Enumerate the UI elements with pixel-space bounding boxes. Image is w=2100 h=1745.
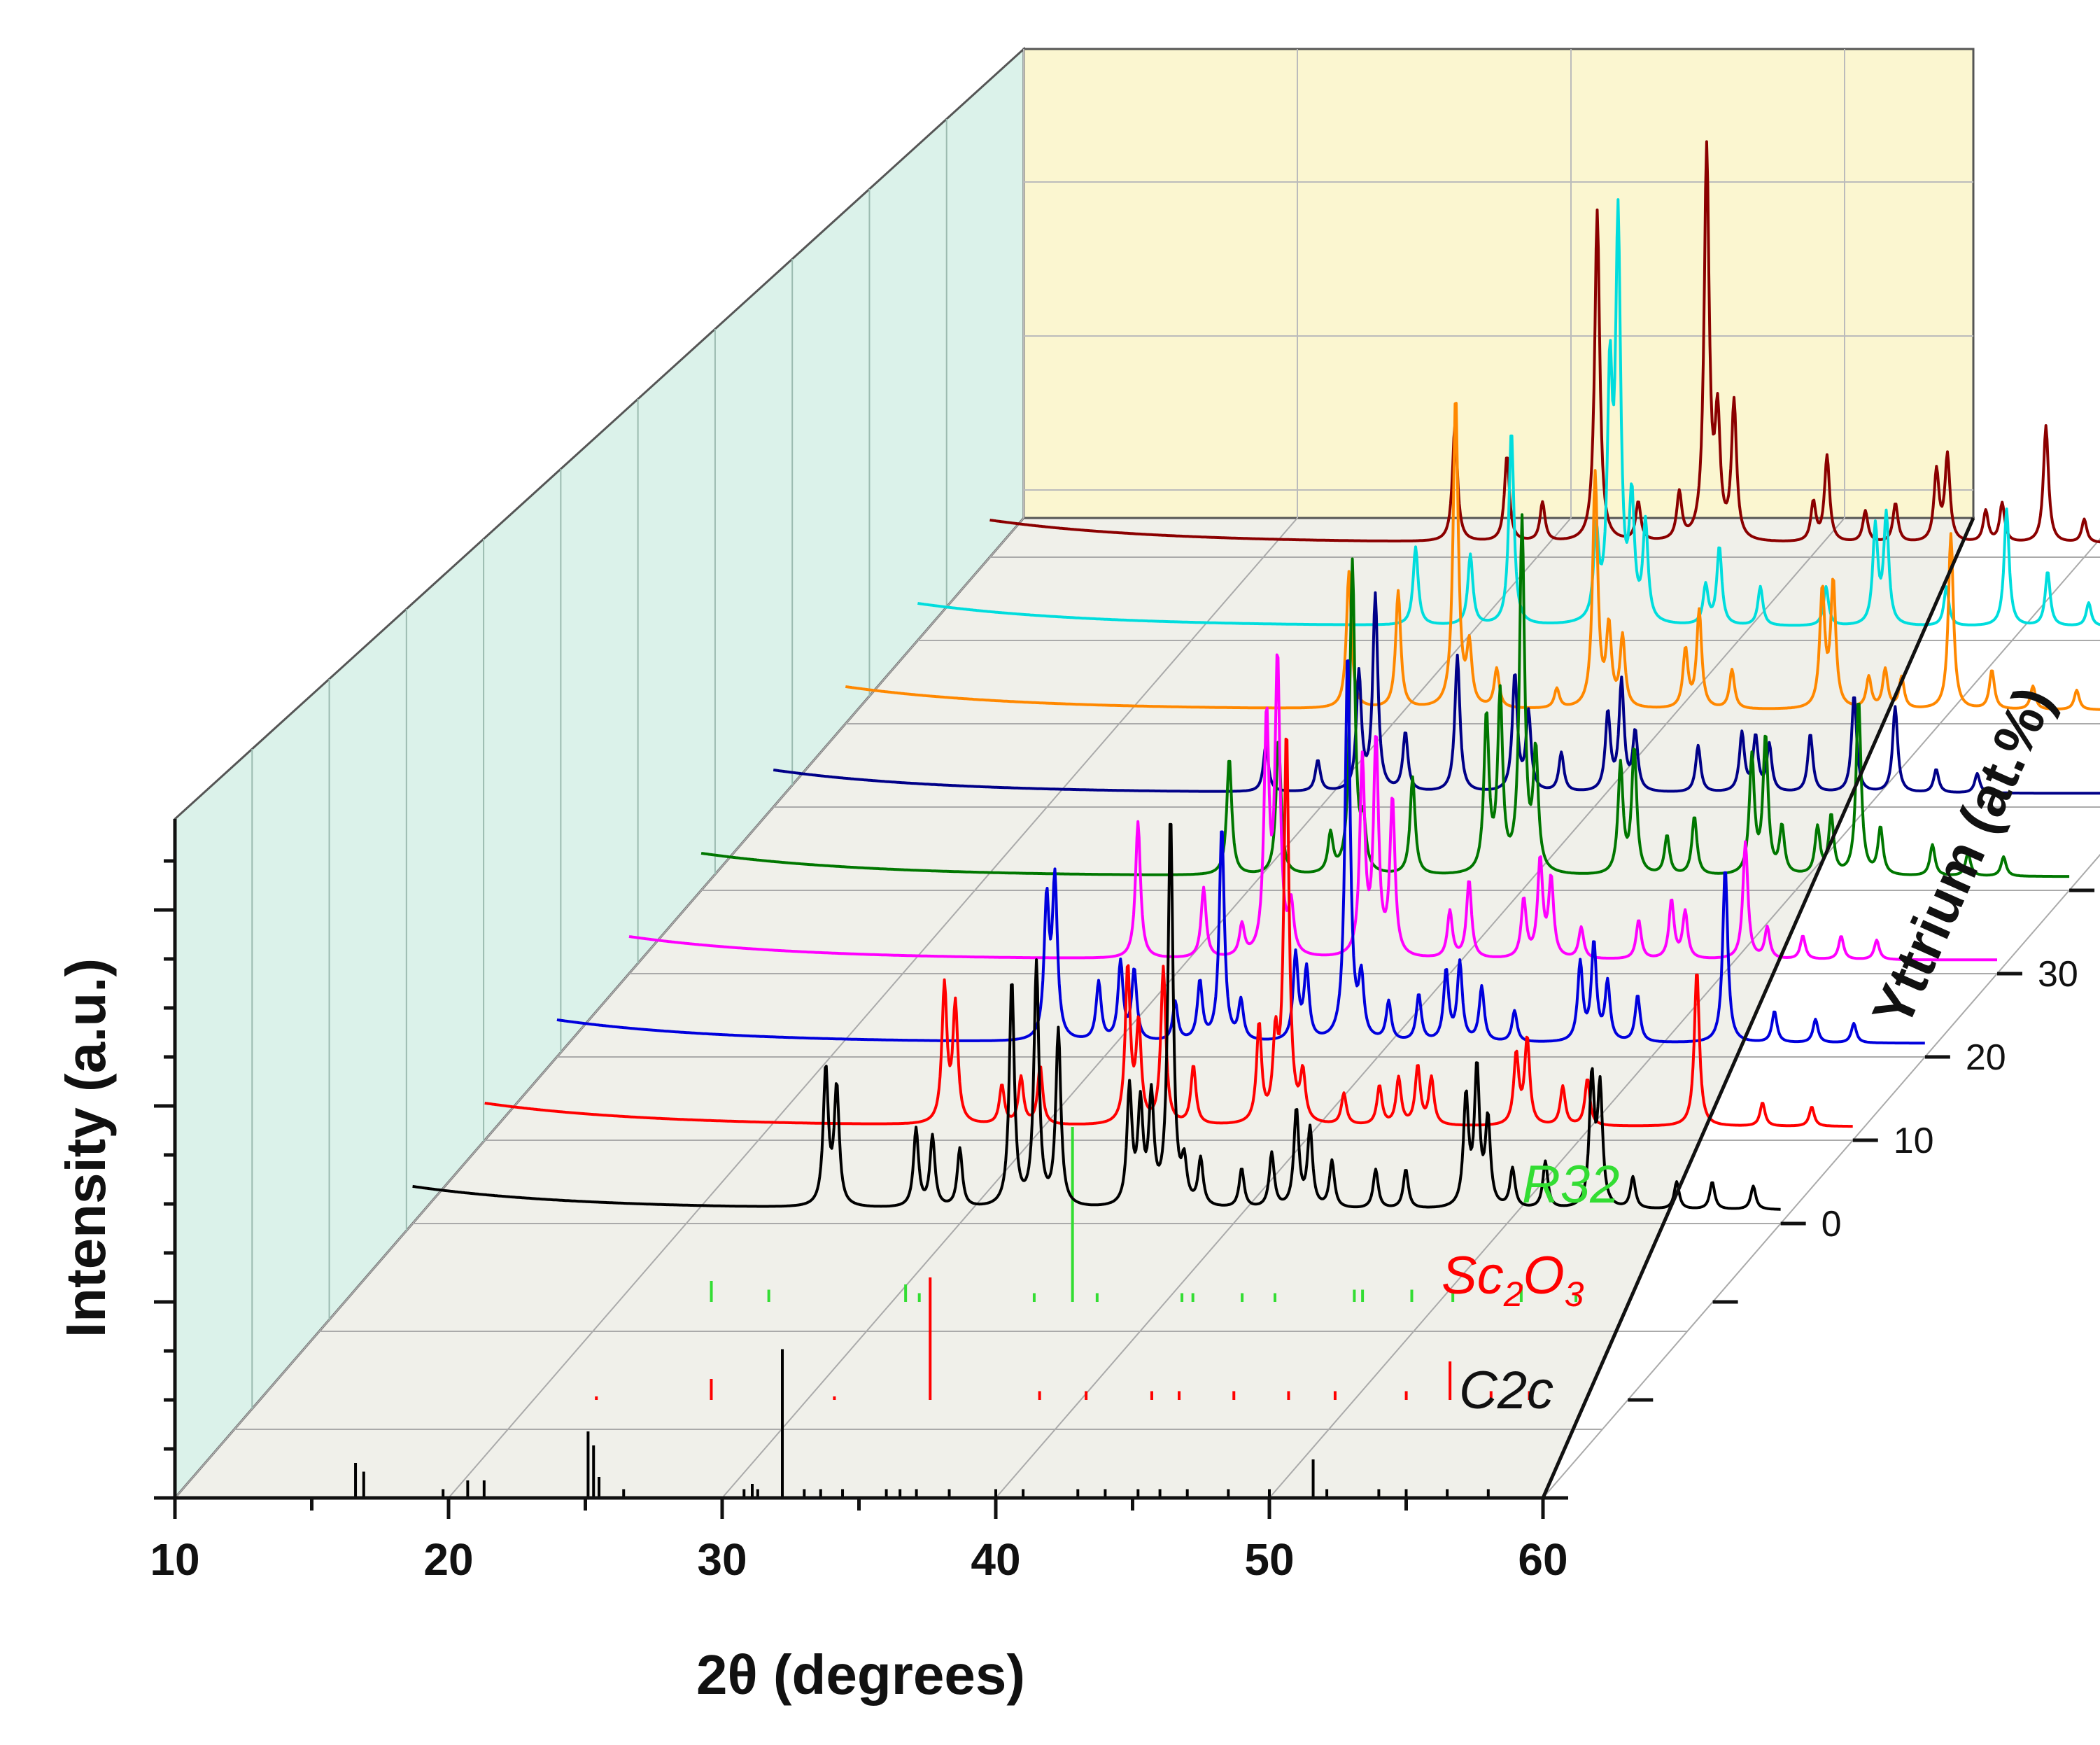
back-wall xyxy=(1024,49,1973,518)
y-tick-label-0: 0 xyxy=(1821,1204,1842,1245)
x-tick-label-40: 40 xyxy=(971,1534,1020,1585)
x-tick-label-20: 20 xyxy=(423,1534,473,1585)
x-tick-label-60: 60 xyxy=(1518,1534,1567,1585)
y-tick-label-20: 20 xyxy=(1966,1037,2006,1078)
y-tick-label-30: 30 xyxy=(2038,954,2078,995)
x-tick-label-10: 10 xyxy=(150,1534,199,1585)
y-tick-label-10: 10 xyxy=(1894,1121,1934,1161)
y-axis-title: Yttrium (at.%) xyxy=(1860,678,2065,1035)
x-tick-label-50: 50 xyxy=(1244,1534,1294,1585)
ref-label-c2c: C2c xyxy=(1459,1361,1553,1420)
x-axis-title: 2θ (degrees) xyxy=(696,1644,1025,1706)
ref-label-r32: R32 xyxy=(1522,1155,1619,1214)
x-tick-label-30: 30 xyxy=(697,1534,747,1585)
z-axis-title: Intensity (a.u.) xyxy=(55,958,117,1338)
